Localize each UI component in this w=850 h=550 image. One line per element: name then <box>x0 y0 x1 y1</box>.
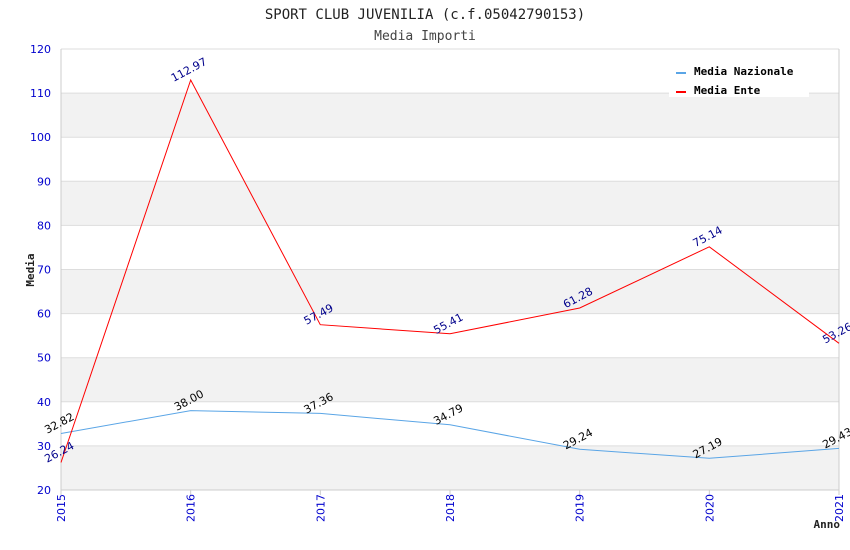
y-tick-label: 90 <box>37 175 51 188</box>
data-label-media-ente: 53.26 <box>820 320 850 346</box>
chart-title: SPORT CLUB JUVENILIA (c.f.05042790153) <box>265 7 585 23</box>
y-tick-label: 80 <box>37 219 51 232</box>
y-tick-label: 50 <box>37 352 51 365</box>
data-label-media-ente: 55.41 <box>431 311 465 337</box>
chart-subtitle: Media Importi <box>374 29 476 44</box>
y-tick-labels: 20 30 40 50 60 70 80 90 100 110 120 <box>30 43 51 497</box>
y-tick-label: 20 <box>37 484 51 497</box>
data-label-media-ente: 112.97 <box>169 55 209 85</box>
x-tick-label: 2020 <box>703 494 716 522</box>
y-tick-label: 110 <box>30 87 51 100</box>
grid-band <box>61 269 839 314</box>
x-tick-label: 2017 <box>314 494 327 522</box>
grid-band <box>61 93 839 138</box>
y-tick-label: 70 <box>37 264 51 277</box>
data-label-media-ente: 75.14 <box>691 224 725 250</box>
x-axis-label: Anno <box>814 518 841 531</box>
data-label-media-nazionale: 34.79 <box>431 402 465 428</box>
series-line-media-nazionale <box>60 410 840 459</box>
y-axis-label: Media <box>24 253 37 286</box>
legend-box <box>669 60 809 97</box>
y-tick-label: 60 <box>37 308 51 321</box>
y-tick-label: 30 <box>37 440 51 453</box>
series-lines <box>60 78 840 463</box>
x-tick-label: 2021 <box>833 494 846 522</box>
x-tick-labels: 2015 2016 2017 2018 2019 2020 2021 <box>55 490 846 522</box>
x-tick-label: 2016 <box>185 494 198 522</box>
y-tick-label: 40 <box>37 396 51 409</box>
grid-band <box>61 357 839 402</box>
grid-band <box>61 445 839 490</box>
legend-label-media-nazionale: Media Nazionale <box>694 65 794 78</box>
plot-background <box>61 93 839 490</box>
legend-label-media-ente: Media Ente <box>694 84 761 97</box>
grid-band <box>61 181 839 226</box>
series-line-media-ente <box>60 78 840 463</box>
x-tick-label: 2015 <box>55 494 68 522</box>
y-tick-label: 120 <box>30 43 51 56</box>
y-tick-label: 100 <box>30 131 51 144</box>
x-tick-label: 2018 <box>444 494 457 522</box>
x-tick-label: 2019 <box>574 494 587 522</box>
legend: Media Nazionale Media Ente <box>669 60 809 97</box>
